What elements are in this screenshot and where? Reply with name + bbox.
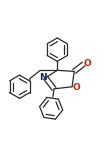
Text: O: O — [84, 59, 92, 68]
Text: N: N — [39, 73, 47, 82]
Text: O: O — [73, 83, 81, 92]
